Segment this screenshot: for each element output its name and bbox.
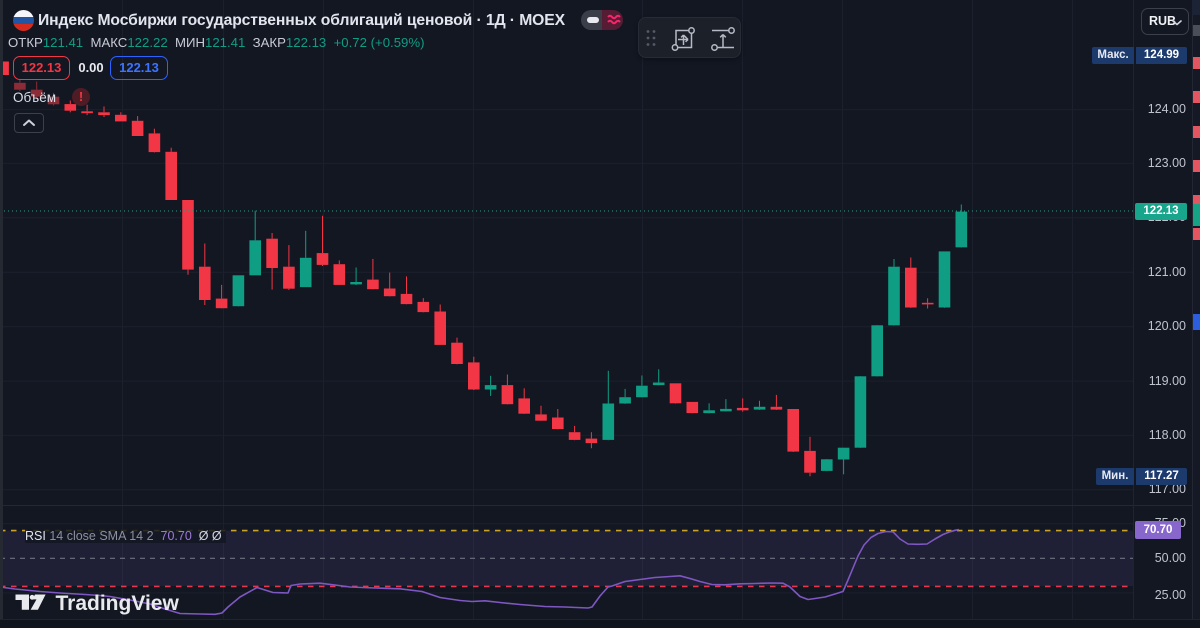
- svg-text:TradingView: TradingView: [56, 593, 180, 615]
